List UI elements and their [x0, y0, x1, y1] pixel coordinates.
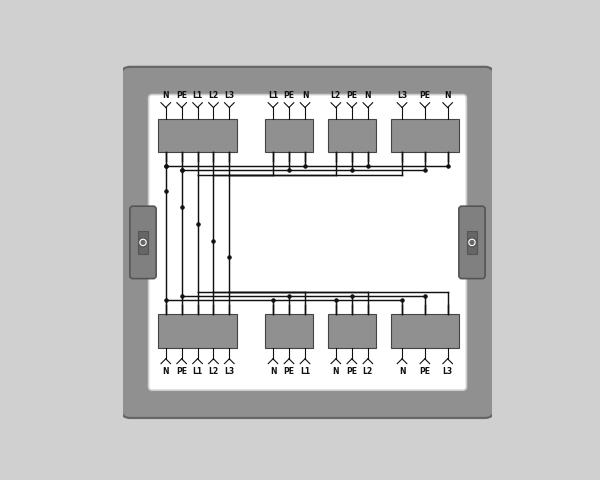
- Text: PE: PE: [284, 367, 295, 375]
- Bar: [328, 119, 376, 152]
- Text: N: N: [365, 91, 371, 100]
- Text: L1: L1: [193, 367, 203, 375]
- FancyBboxPatch shape: [149, 95, 466, 390]
- Text: L3: L3: [224, 367, 235, 375]
- Text: L2: L2: [331, 91, 341, 100]
- Circle shape: [470, 240, 474, 244]
- Text: N: N: [332, 367, 339, 375]
- Text: PE: PE: [346, 367, 358, 375]
- Text: L3: L3: [224, 91, 235, 100]
- Text: L3: L3: [443, 367, 453, 375]
- Text: L1: L1: [193, 91, 203, 100]
- Circle shape: [141, 240, 145, 244]
- Text: N: N: [163, 367, 169, 375]
- Bar: [158, 119, 237, 152]
- Bar: [158, 314, 237, 348]
- FancyBboxPatch shape: [121, 67, 494, 418]
- Text: N: N: [270, 367, 276, 375]
- Bar: [391, 119, 459, 152]
- Bar: [139, 231, 148, 254]
- Text: PE: PE: [284, 91, 295, 100]
- Text: PE: PE: [346, 91, 358, 100]
- Bar: [265, 314, 313, 348]
- Text: L1: L1: [300, 367, 310, 375]
- FancyBboxPatch shape: [130, 206, 156, 278]
- Text: PE: PE: [419, 367, 430, 375]
- Bar: [265, 119, 313, 152]
- Text: PE: PE: [176, 367, 187, 375]
- Text: L1: L1: [268, 91, 278, 100]
- Text: PE: PE: [419, 91, 430, 100]
- Bar: [328, 314, 376, 348]
- Text: N: N: [445, 91, 451, 100]
- Text: L3: L3: [397, 91, 407, 100]
- Text: PE: PE: [176, 91, 187, 100]
- Circle shape: [467, 238, 476, 247]
- Text: L2: L2: [363, 367, 373, 375]
- Bar: [467, 231, 476, 254]
- Text: L2: L2: [208, 91, 218, 100]
- Bar: [391, 314, 459, 348]
- FancyBboxPatch shape: [459, 206, 485, 278]
- Text: N: N: [399, 367, 406, 375]
- Text: N: N: [163, 91, 169, 100]
- Text: N: N: [302, 91, 308, 100]
- Text: L2: L2: [208, 367, 218, 375]
- Circle shape: [139, 238, 148, 247]
